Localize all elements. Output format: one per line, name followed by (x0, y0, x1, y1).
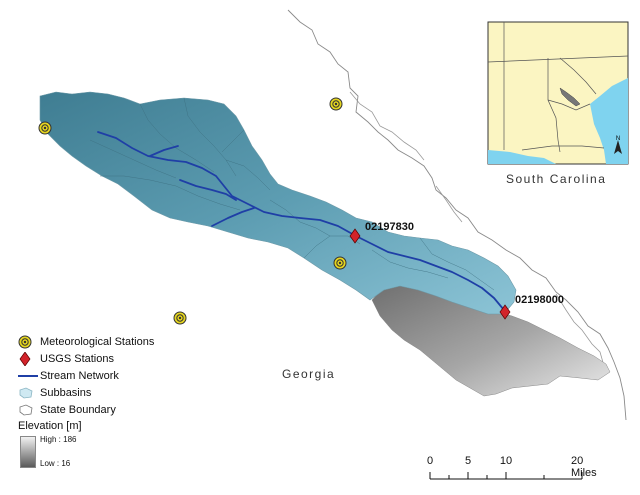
scale-tick-0: 0 (426, 455, 434, 467)
scale-bar-graphic (429, 472, 583, 480)
inset-basin (559, 87, 581, 107)
north-label: N (616, 136, 620, 142)
meteorological-station-1[interactable] (38, 121, 52, 135)
elevation-ramp-bar (20, 436, 36, 468)
legend-item-subbasin: Subbasins (18, 384, 218, 401)
inset-gulf (488, 150, 556, 164)
elevation-ramp: High : 186 Low : 16 (18, 435, 218, 473)
state-boundary-icon (18, 403, 40, 417)
legend-label-meteorological: Meteorological Stations (40, 335, 155, 348)
north-arrow-icon (614, 140, 622, 154)
label-south-carolina: South Carolina (506, 172, 606, 186)
usgs-station-02198000[interactable] (499, 304, 511, 320)
usgs-station-label-02197830: 02197830 (365, 221, 414, 233)
meteorological-station-icon (18, 335, 40, 349)
legend-item-stream: Stream Network (18, 367, 218, 384)
subbasin-area (39, 91, 517, 315)
state-boundary-line-2 (349, 91, 605, 367)
legend-label-usgs: USGS Stations (40, 352, 114, 365)
scale-tick-5: 5 (464, 455, 472, 467)
elevation-high-label: High : 186 (40, 435, 77, 444)
usgs-station-02197830[interactable] (349, 228, 361, 244)
scale-tick-10: 10 (499, 455, 513, 467)
meteorological-station-3[interactable] (333, 256, 347, 270)
scale-bar: 0 5 10 20 Miles (420, 455, 610, 485)
state-boundary-line (287, 9, 627, 421)
usgs-station-label-02198000: 02198000 (515, 294, 564, 306)
elevation-legend-title: Elevation [m] (18, 420, 82, 432)
legend-item-meteorological: Meteorological Stations (18, 333, 218, 350)
map-legend: Meteorological Stations USGS Stations St… (18, 333, 218, 473)
usgs-station-icon (18, 351, 40, 366)
subbasin-boundaries (89, 97, 495, 291)
legend-label-stream: Stream Network (40, 369, 119, 382)
meteorological-station-2[interactable] (329, 97, 343, 111)
legend-label-subbasin: Subbasins (40, 386, 92, 399)
legend-item-state-boundary: State Boundary (18, 401, 218, 418)
stream-network (97, 131, 505, 311)
legend-item-usgs: USGS Stations (18, 350, 218, 367)
scale-tick-20: 20 Miles (571, 455, 597, 479)
inset-map: N (487, 21, 629, 165)
legend-label-state-boundary: State Boundary (40, 403, 116, 416)
label-georgia: Georgia (282, 367, 335, 381)
stream-network-icon (18, 369, 40, 383)
meteorological-station-4[interactable] (173, 311, 187, 325)
elevation-low-label: Low : 16 (40, 459, 71, 468)
subbasin-icon (18, 386, 40, 400)
